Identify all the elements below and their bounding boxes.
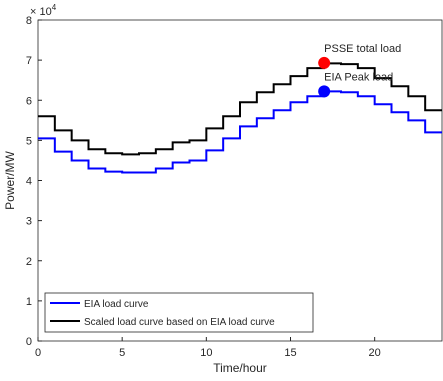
series-line: [38, 62, 442, 156]
y-tick-label: 1: [26, 296, 32, 308]
y-exponent: × 104: [30, 3, 57, 18]
legend-label: Scaled load curve based on EIA load curv…: [84, 317, 275, 328]
y-tick-label: 3: [26, 216, 32, 228]
marker: [318, 56, 331, 69]
y-axis-label: Power/MW: [3, 150, 17, 209]
x-tick-label: 10: [200, 347, 212, 359]
x-axis-label: Time/hour: [213, 361, 267, 375]
y-tick-label: 2: [26, 256, 32, 268]
annotation: PSSE total load: [324, 43, 401, 55]
y-tick-label: 7: [26, 55, 32, 67]
legend: [44, 292, 314, 333]
x-tick-label: 20: [369, 347, 381, 359]
x-tick-label: 15: [284, 347, 296, 359]
legend-label: EIA load curve: [84, 299, 149, 310]
y-tick-label: 8: [26, 15, 32, 27]
marker: [318, 85, 331, 98]
y-tick-label: 5: [26, 135, 32, 147]
y-exponent-base: × 10: [30, 6, 52, 18]
series-line: [38, 90, 442, 174]
x-tick-label: 5: [119, 347, 125, 359]
y-tick-label: 6: [26, 95, 32, 107]
y-exponent-power: 4: [52, 3, 57, 12]
x-tick-label: 0: [35, 347, 41, 359]
y-tick-label: 0: [26, 336, 32, 348]
annotation: EIA Peak load: [324, 71, 393, 83]
y-tick-label: 4: [26, 176, 32, 188]
